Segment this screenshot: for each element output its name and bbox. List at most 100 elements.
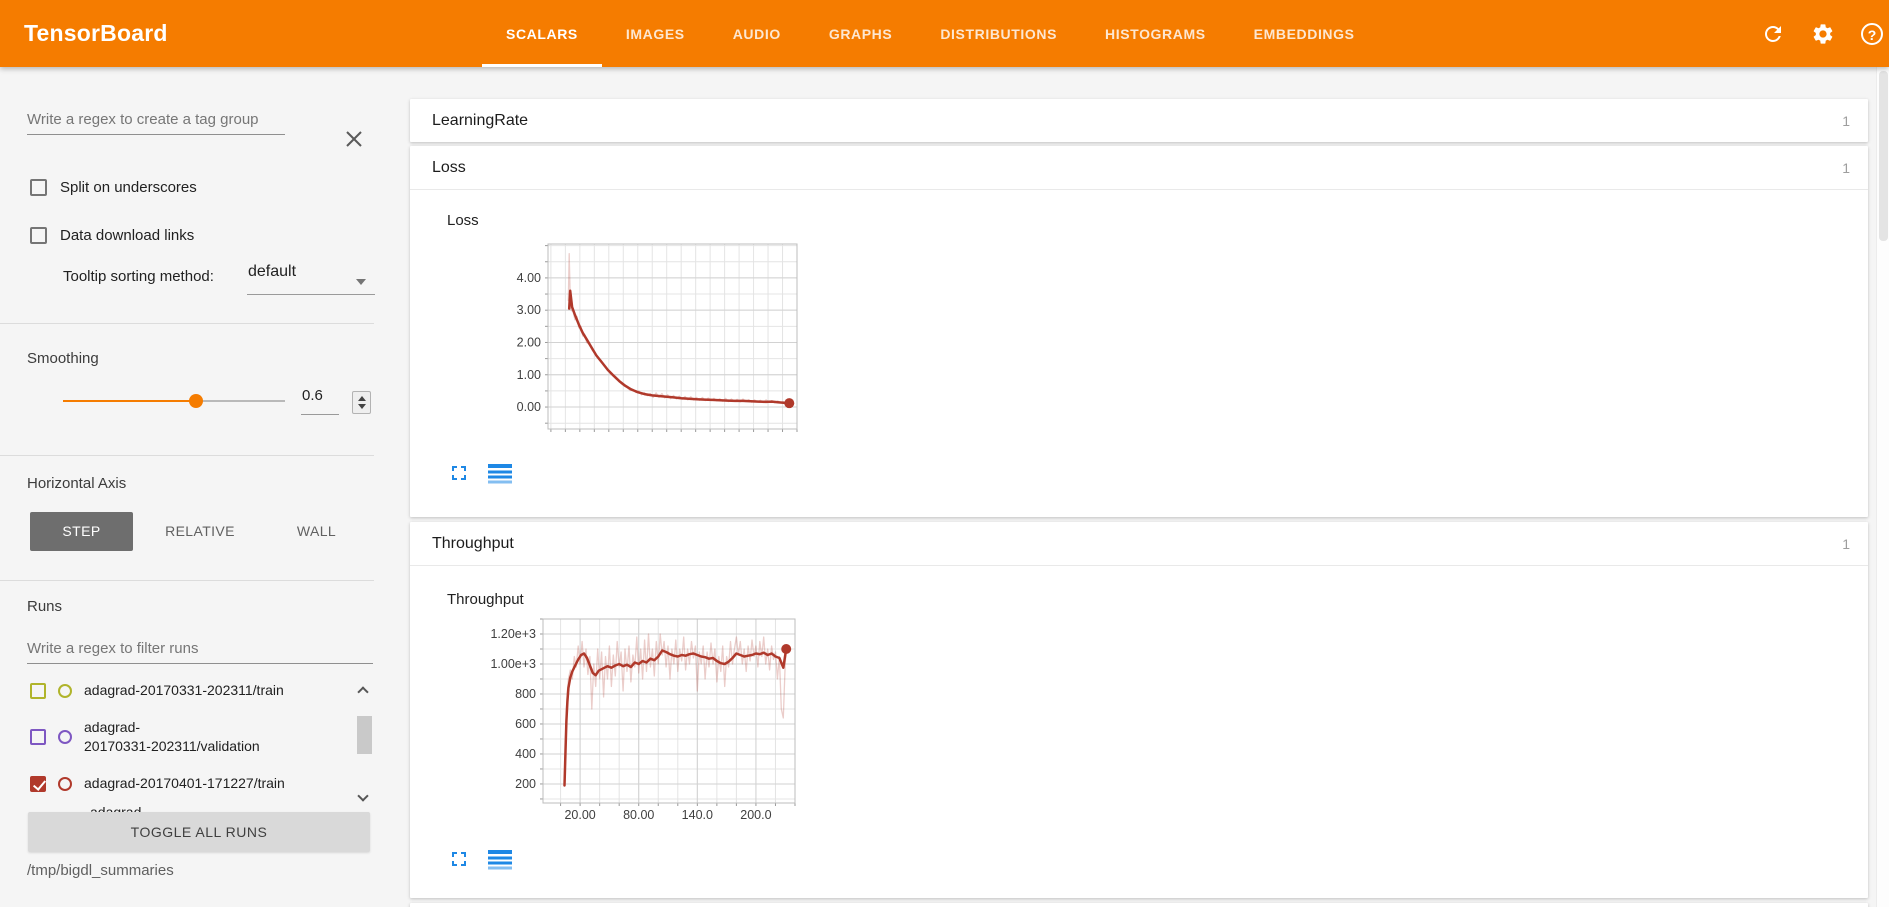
section-body: Loss 0.00 1.00 2.00 3.00 4.00 (410, 189, 1868, 516)
svg-text:200.0: 200.0 (740, 808, 771, 822)
tab-images[interactable]: IMAGES (625, 26, 685, 42)
toggle-runs-icon[interactable] (488, 461, 512, 485)
section-count-badge: 1 (1842, 535, 1850, 552)
run-name: adagrad-20170331-202311/train (84, 682, 284, 698)
svg-text:600: 600 (515, 717, 536, 731)
svg-text:20.00: 20.00 (564, 808, 595, 822)
throughput-chart[interactable]: 200 400 600 800 1.00e+3 1.20e+3 20.00 80.00 140.… (460, 613, 810, 838)
svg-text:200: 200 (515, 777, 536, 791)
step-button[interactable]: STEP (30, 512, 133, 551)
step-up-icon[interactable] (357, 396, 366, 401)
tooltip-sorting-select[interactable]: default (248, 263, 297, 280)
expand-chart-icon[interactable] (447, 461, 471, 485)
scroll-down-icon[interactable] (357, 790, 369, 802)
checkbox-icon[interactable] (30, 179, 47, 196)
chart-title: Loss (447, 212, 479, 229)
chart-actions (447, 461, 512, 485)
runs-list: adagrad-20170331-202311/train adagrad- 2… (27, 672, 374, 814)
chart-actions (447, 847, 512, 871)
tab-embeddings[interactable]: EMBEDDINGS (1253, 26, 1355, 42)
next-section-peek (410, 903, 1868, 907)
horizontal-axis-label: Horizontal Axis (27, 475, 127, 492)
run-row-partial[interactable]: adagrad- (90, 804, 147, 814)
run-checkbox-icon[interactable] (30, 729, 46, 745)
refresh-icon[interactable] (1761, 22, 1785, 46)
top-navbar: TensorBoard SCALARS IMAGES AUDIO GRAPHS … (0, 0, 1889, 67)
close-icon[interactable] (343, 128, 365, 150)
section-body: Throughput 200 400 600 800 1.00e+3 1.20e+3 20.… (410, 565, 1868, 897)
runs-filter-input[interactable] (27, 634, 373, 664)
sidebar: Split on underscores Data download links… (0, 67, 375, 907)
section-title: Loss (432, 158, 466, 176)
expand-chart-icon[interactable] (447, 847, 471, 871)
svg-text:400: 400 (515, 747, 536, 761)
relative-button[interactable]: RELATIVE (165, 523, 235, 539)
tab-graphs[interactable]: GRAPHS (828, 26, 893, 42)
svg-text:4.00: 4.00 (517, 271, 541, 285)
tag-filter-input[interactable] (27, 105, 285, 135)
svg-text:2.00: 2.00 (517, 335, 541, 349)
wall-button[interactable]: WALL (296, 523, 337, 539)
checkbox-label: Split on underscores (60, 179, 197, 196)
run-color-circle-icon (58, 730, 72, 744)
runs-scrollbar (353, 672, 374, 814)
section-throughput: Throughput 1 Throughput 200 400 600 800 1.00… (410, 522, 1868, 898)
app-title: TensorBoard (24, 20, 168, 46)
run-checkbox-icon[interactable] (30, 682, 46, 699)
svg-text:1.00: 1.00 (517, 368, 541, 382)
section-count-badge: 1 (1842, 159, 1850, 176)
page-scrollbar[interactable] (1876, 67, 1889, 907)
section-title: Throughput (432, 534, 514, 552)
section-header[interactable]: LearningRate 1 (410, 99, 1868, 142)
tab-distributions[interactable]: DISTRIBUTIONS (940, 26, 1058, 42)
run-row[interactable]: adagrad-20170331-202311/train (27, 672, 374, 709)
tab-scalars[interactable]: SCALARS (482, 0, 602, 67)
gear-icon[interactable] (1811, 22, 1835, 46)
step-down-icon[interactable] (357, 404, 366, 409)
smoothing-stepper[interactable] (352, 391, 371, 414)
section-learningrate: LearningRate 1 (410, 99, 1868, 142)
scrollbar-thumb[interactable] (357, 716, 372, 754)
svg-text:1.20e+3: 1.20e+3 (490, 627, 536, 641)
tab-audio[interactable]: AUDIO (732, 26, 781, 42)
horizontal-axis-buttons: STEP RELATIVE WALL (30, 512, 366, 551)
smoothing-label: Smoothing (27, 350, 99, 367)
checkbox-icon[interactable] (30, 227, 47, 244)
slider-knob[interactable] (189, 394, 204, 408)
chevron-down-icon[interactable] (356, 279, 366, 285)
tooltip-sorting-label: Tooltip sorting method: (63, 268, 214, 285)
divider (0, 580, 374, 581)
run-checkbox-icon[interactable] (30, 775, 46, 792)
split-underscores-checkbox-row[interactable]: Split on underscores (30, 179, 197, 196)
data-download-checkbox-row[interactable]: Data download links (30, 227, 194, 244)
scrollbar-thumb[interactable] (1879, 71, 1888, 241)
chart-title: Throughput (447, 591, 524, 608)
smoothing-slider[interactable] (63, 393, 285, 409)
svg-text:0.00: 0.00 (517, 400, 541, 414)
section-header[interactable]: Loss 1 (410, 146, 1868, 189)
svg-text:3.00: 3.00 (517, 303, 541, 317)
smoothing-value-underline (301, 414, 339, 415)
scroll-up-icon[interactable] (357, 686, 369, 698)
svg-text:80.00: 80.00 (623, 808, 654, 822)
section-title: LearningRate (432, 111, 529, 129)
runs-label: Runs (27, 598, 63, 615)
main-content: LearningRate 1 Loss 1 Loss 0.00 1.00 2.00 3… (374, 67, 1876, 907)
svg-text:1.00e+3: 1.00e+3 (490, 657, 536, 671)
smoothing-value[interactable]: 0.6 (302, 387, 323, 404)
select-underline (247, 294, 375, 295)
run-color-circle-icon (58, 683, 72, 698)
section-header[interactable]: Throughput 1 (410, 522, 1868, 565)
log-directory-path: /tmp/bigdl_summaries (27, 862, 174, 879)
toggle-runs-icon[interactable] (488, 847, 512, 871)
section-count-badge: 1 (1842, 112, 1850, 129)
tab-histograms[interactable]: HISTOGRAMS (1105, 26, 1206, 42)
toggle-all-runs-button[interactable]: TOGGLE ALL RUNS (28, 812, 370, 852)
loss-chart[interactable]: 0.00 1.00 2.00 3.00 4.00 (460, 238, 810, 438)
divider (0, 323, 374, 324)
nav-tabs: SCALARS IMAGES AUDIO GRAPHS DISTRIBUTION… (482, 0, 1379, 67)
run-row[interactable]: adagrad-20170401-171227/train (27, 765, 374, 802)
help-icon[interactable]: ? (1861, 22, 1883, 45)
run-row[interactable]: adagrad- 20170331-202311/validation (27, 709, 374, 765)
svg-text:140.0: 140.0 (682, 808, 713, 822)
